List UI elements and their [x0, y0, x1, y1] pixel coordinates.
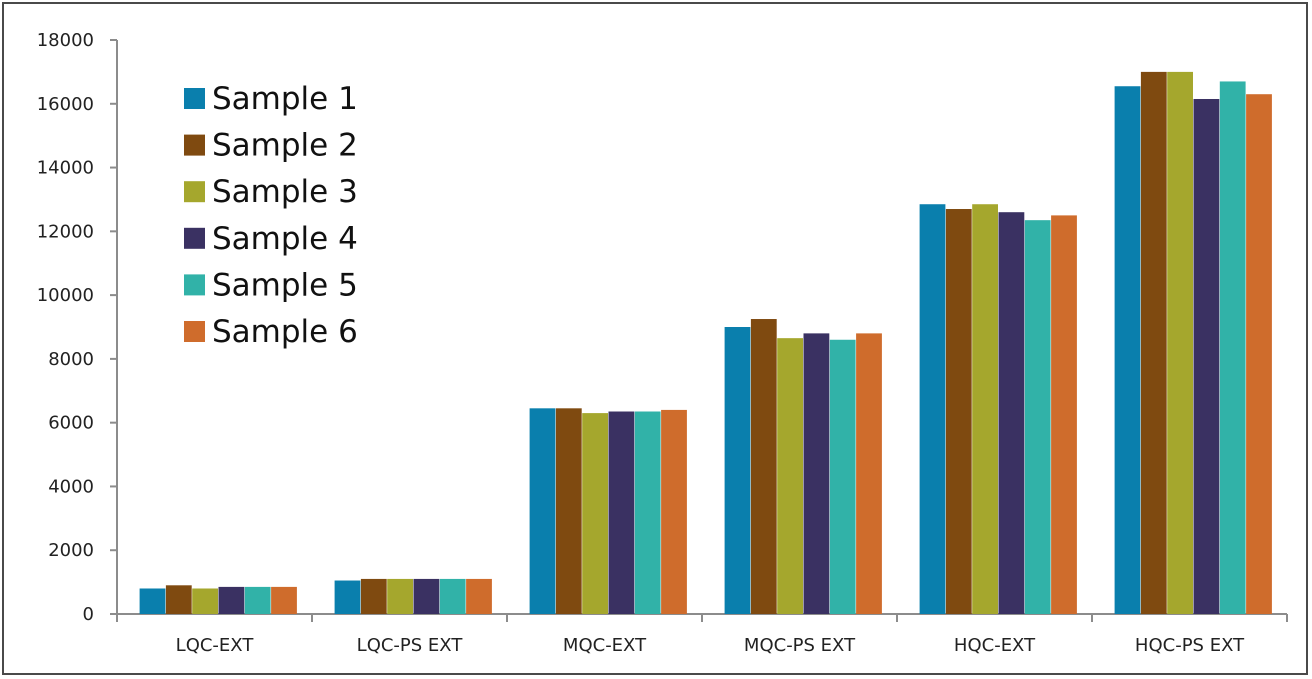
bar — [192, 588, 218, 614]
bar — [271, 586, 297, 614]
y-tick-label: 10000 — [37, 285, 94, 306]
y-tick-label: 2000 — [48, 540, 94, 561]
legend-swatch — [184, 321, 205, 342]
legend: Sample 1 Sample 2 Sample 3 Sample 4 Sample 5… — [184, 81, 358, 350]
y-tick-label: 6000 — [48, 413, 94, 434]
bar — [634, 411, 661, 614]
bar — [1193, 98, 1220, 614]
bar — [1167, 71, 1193, 614]
legend-label: Sample 5 — [212, 267, 358, 303]
bar — [856, 333, 882, 614]
bar — [244, 586, 271, 614]
bar — [724, 327, 751, 614]
x-tick-label: HQC-EXT — [954, 635, 1036, 656]
legend-swatch — [184, 274, 205, 296]
bar — [608, 411, 635, 614]
bar — [777, 338, 803, 614]
y-tick-label: 8000 — [48, 349, 94, 370]
bar — [1024, 220, 1051, 614]
legend-swatch — [184, 88, 205, 109]
x-tick-label: MQC-EXT — [563, 635, 647, 656]
legend-label: Sample 4 — [212, 221, 358, 257]
bar — [803, 333, 830, 614]
bars — [139, 71, 1272, 614]
x-tick-label: LQC-PS EXT — [357, 635, 464, 656]
bar — [413, 578, 440, 614]
bar — [945, 209, 972, 614]
bar — [1051, 215, 1077, 614]
legend-label: Sample 6 — [212, 314, 358, 350]
bar — [360, 578, 387, 614]
x-tick-label: HQC-PS EXT — [1135, 635, 1245, 656]
bar — [466, 578, 492, 614]
bar — [1219, 81, 1246, 614]
legend-swatch — [184, 134, 205, 156]
bar — [555, 408, 582, 614]
bar — [387, 578, 413, 614]
x-tick-label: LQC-EXT — [176, 635, 255, 656]
bar — [1140, 71, 1167, 614]
legend-label: Sample 1 — [212, 81, 358, 117]
legend-swatch — [184, 227, 205, 249]
bar — [1114, 86, 1141, 614]
x-tick-label: MQC-PS EXT — [744, 635, 856, 656]
bar — [750, 319, 777, 614]
axes: 0 2000 4000 6000 8000 10000 12000 14000 16000 180… — [37, 30, 1288, 656]
bar — [334, 580, 361, 614]
bar — [439, 578, 466, 614]
y-tick-label: 18000 — [37, 30, 94, 51]
bar — [972, 204, 998, 614]
bar — [582, 413, 608, 614]
y-tick-label: 16000 — [37, 94, 94, 115]
bar — [661, 409, 687, 614]
bar — [998, 212, 1025, 614]
legend-swatch — [184, 181, 205, 203]
y-tick-label: 4000 — [48, 476, 94, 497]
bar — [919, 204, 946, 614]
y-tick-label: 14000 — [37, 158, 94, 179]
bar — [218, 586, 245, 614]
y-tick-label: 0 — [83, 604, 94, 625]
bar — [529, 408, 556, 614]
bar — [829, 339, 856, 614]
bar — [139, 588, 166, 614]
bar — [1246, 94, 1272, 614]
y-tick-label: 12000 — [37, 221, 94, 242]
bar — [165, 585, 192, 614]
legend-label: Sample 2 — [212, 128, 358, 164]
legend-label: Sample 3 — [212, 174, 358, 210]
